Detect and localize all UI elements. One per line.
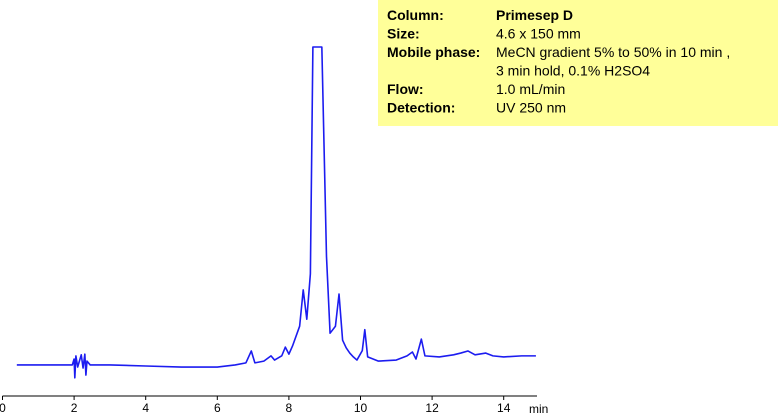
x-tick-label: 6 [214,401,221,415]
info-value: 1.0 mL/min [496,81,565,97]
info-label: Size: [387,26,420,42]
info-label: Detection: [387,100,455,116]
info-value: UV 250 nm [496,100,566,116]
info-label: Column: [387,7,444,23]
info-group: Column: Primesep D Size: 4.6 x 150 mm Mobile… [387,7,730,116]
chromatogram-line [16,46,536,379]
info-value: 3 min hold, 0.1% H2SO4 [496,63,650,79]
x-tick-label: 2 [71,401,78,415]
x-tick-label: 12 [425,401,439,415]
info-label: Mobile phase: [387,44,480,60]
info-value: 4.6 x 150 mm [496,26,581,42]
info-value: MeCN gradient 5% to 50% in 10 min , [496,44,730,60]
x-tick-label: 14 [497,401,511,415]
x-tick-label: 10 [354,401,368,415]
x-tick-label: 4 [142,401,149,415]
info-box [378,0,778,126]
x-tick-label: 0 [0,401,6,415]
x-tick-label: 8 [286,401,293,415]
info-value: Primesep D [496,7,573,23]
info-label: Flow: [387,81,424,97]
x-axis-label: min [529,402,548,416]
